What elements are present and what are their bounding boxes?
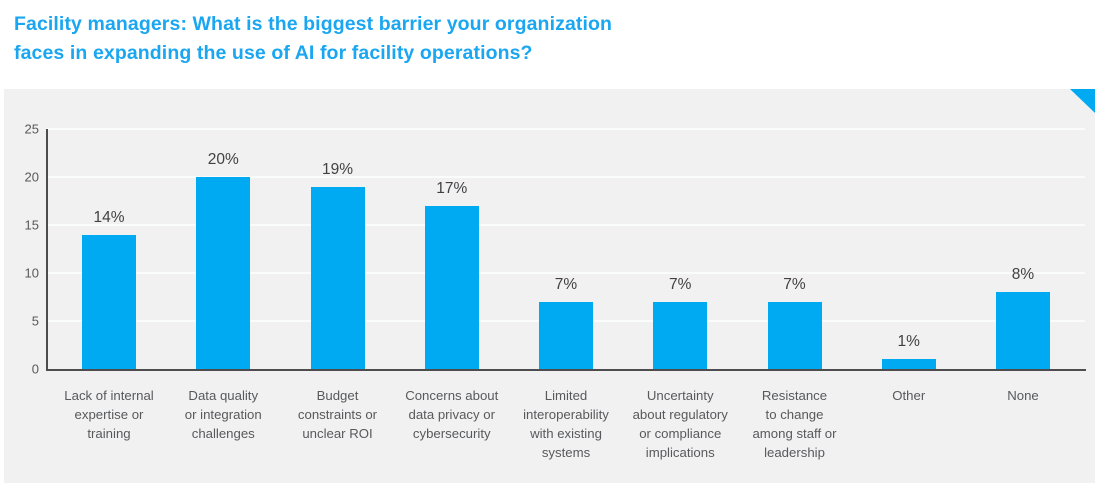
bar-value-label: 7%	[669, 276, 692, 293]
y-tick-label: 15	[24, 217, 39, 233]
gridline	[47, 128, 1085, 130]
bar	[310, 187, 365, 369]
bar	[653, 302, 708, 369]
x-axis-line	[46, 369, 1086, 371]
bar-category-label: Limited interoperability with existing s…	[523, 388, 609, 460]
bar-category-label: Data quality or integration challenges	[184, 388, 262, 441]
bar-value-label: 14%	[93, 209, 125, 226]
bar	[424, 206, 479, 369]
gridline	[47, 272, 1085, 274]
bar-category-label: Lack of internal expertise or training	[64, 388, 154, 441]
chart-title: Facility managers: What is the biggest b…	[14, 13, 613, 64]
bar	[196, 177, 251, 369]
bar-value-label: 17%	[436, 180, 468, 197]
bar	[539, 302, 593, 369]
bar-category-label: Resistance to change among staff or lead…	[752, 388, 837, 460]
bar-value-label: 7%	[554, 276, 578, 293]
y-tick-label: 20	[24, 169, 39, 185]
gridline	[47, 176, 1085, 178]
chart-panel: 0 5 10 15 20 25 14% Lack of internal expertise …	[4, 89, 1095, 483]
bar-value-label: 1%	[897, 333, 920, 350]
gridline	[47, 224, 1085, 226]
y-axis-line	[46, 129, 48, 371]
bar	[996, 292, 1050, 369]
y-tick-label: 25	[24, 121, 39, 137]
bar-value-label: 7%	[783, 276, 806, 293]
bar-category-label: Other	[892, 388, 926, 403]
bar-value-label: 19%	[321, 161, 354, 178]
bar-category-label: Concerns about data privacy or cybersecu…	[405, 388, 499, 441]
y-tick-label: 10	[24, 265, 39, 281]
bar-category-label: None	[1007, 388, 1039, 403]
bar	[881, 359, 936, 369]
bar	[82, 235, 136, 369]
y-tick-label: 5	[31, 313, 39, 329]
corner-triangle-decoration	[1070, 89, 1095, 113]
bar-category-label: Budget constraints or unclear ROI	[297, 388, 378, 441]
bar-value-label: 20%	[207, 151, 239, 168]
bar	[767, 302, 822, 369]
bar-value-label: 8%	[1011, 266, 1035, 283]
bar-category-label: Uncertainty about regulatory or complian…	[632, 388, 728, 460]
y-tick-label: 0	[31, 361, 39, 377]
